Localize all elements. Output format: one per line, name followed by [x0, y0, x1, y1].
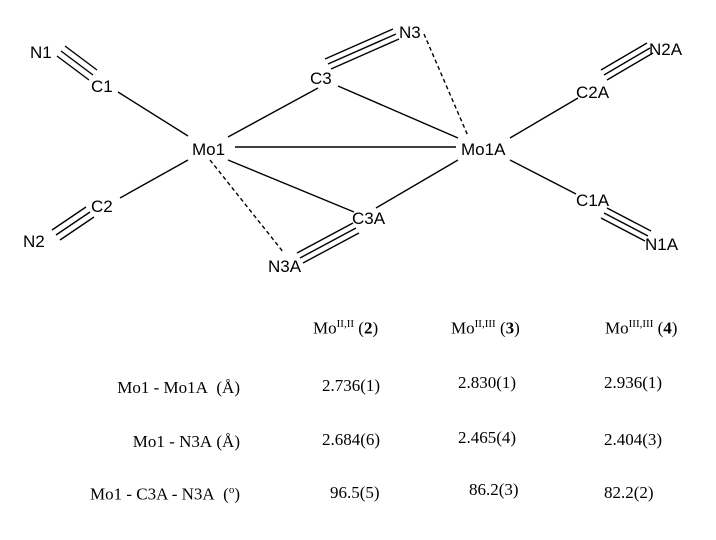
value-mo1-n3a-4: 2.404(3)	[604, 430, 663, 449]
bond-c1a-n1a	[600, 207, 652, 242]
bond-c3-n3	[324, 28, 400, 70]
atom-label-c1a: C1A	[576, 191, 610, 210]
atom-label-c3a: C3A	[352, 209, 386, 228]
atom-label-n2a: N2A	[649, 40, 683, 59]
atom-label-n1a: N1A	[645, 235, 679, 254]
column-header-4: MoIII,III (4)	[605, 318, 678, 338]
atom-label-c3: C3	[310, 69, 332, 88]
atom-label-n3: N3	[399, 23, 421, 42]
bond-c2a-n2a	[600, 42, 654, 81]
value-mo1-mo1a-4: 2.936(1)	[604, 373, 663, 392]
atom-label-c2a: C2A	[576, 83, 610, 102]
bond-c3-mo1a	[337, 85, 459, 139]
molecular-structure-diagram: N1 C1 Mo1 C2 N2 N3A C3 N3 Mo1A C3A C2A N…	[23, 23, 683, 276]
value-angle-4: 82.2(2)	[604, 483, 654, 502]
atom-label-n2: N2	[23, 232, 45, 251]
column-header-2: MoII,II (2)	[313, 318, 379, 338]
atom-label-n3a: N3A	[268, 257, 302, 276]
column-header-3: MoII,III (3)	[451, 318, 520, 338]
atom-label-n1: N1	[30, 43, 52, 62]
atom-label-mo1: Mo1	[192, 140, 225, 159]
bond-mo1-n3a	[209, 159, 285, 254]
bond-mo1-c3	[227, 87, 319, 138]
row-label-mo1-mo1a: Mo1 - Mo1A (Å)	[117, 378, 240, 397]
bond-c3a-n3a	[296, 222, 360, 264]
bond-mo1a-c1a	[509, 159, 577, 195]
value-mo1-n3a-3: 2.465(4)	[458, 428, 517, 447]
value-angle-2: 96.5(5)	[330, 483, 380, 502]
atom-label-mo1a: Mo1A	[461, 140, 506, 159]
bond-mo1-c2	[119, 159, 189, 199]
value-angle-3: 86.2(3)	[469, 480, 519, 499]
bond-mo1a-c2a	[509, 97, 579, 139]
bond-mo1-c3a	[227, 159, 355, 213]
atom-label-c1: C1	[91, 77, 113, 96]
atom-label-c2: C2	[91, 197, 113, 216]
value-mo1-mo1a-3: 2.830(1)	[458, 373, 517, 392]
bond-mo1a-c3a	[375, 159, 459, 209]
value-mo1-mo1a-2: 2.736(1)	[322, 376, 381, 395]
bond-n3-mo1a	[423, 33, 469, 137]
row-label-mo1-c3a-n3a: Mo1 - C3A - N3A (o)	[89, 484, 240, 504]
bond-c1-mo1	[117, 91, 189, 137]
value-mo1-n3a-2: 2.684(6)	[322, 430, 381, 449]
bond-c2-n2	[51, 206, 95, 241]
row-label-mo1-n3a: Mo1 - N3A (Å)	[132, 432, 240, 451]
bond-n1-c1	[56, 45, 98, 81]
